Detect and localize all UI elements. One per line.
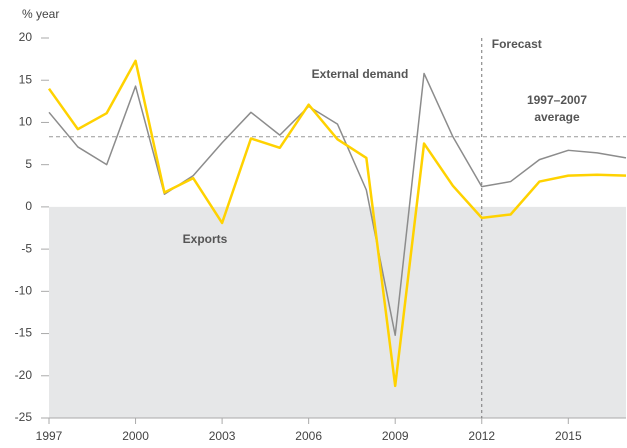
y-tick-label: -5: [21, 241, 32, 255]
x-tick-label: 2009: [382, 429, 409, 443]
y-tick-label: 15: [19, 72, 33, 86]
y-tick-label: 20: [19, 30, 33, 44]
y-tick-label: -25: [15, 410, 33, 424]
y-tick-label: 5: [25, 157, 32, 171]
y-tick-label: -10: [15, 284, 33, 298]
y-axis-label: % year: [22, 7, 59, 21]
forecast-label: Forecast: [492, 37, 542, 51]
series-line: [48, 72, 627, 336]
average-label: average: [534, 110, 580, 124]
x-tick-label: 1997: [36, 429, 63, 443]
series-label: External demand: [312, 67, 409, 81]
x-tick-label: 2000: [122, 429, 149, 443]
x-tick-label: 2012: [468, 429, 495, 443]
x-tick-label: 2015: [555, 429, 582, 443]
negative-area: [49, 206, 626, 418]
y-tick-label: 10: [19, 115, 33, 129]
y-tick-label: -20: [15, 368, 33, 382]
series-line: [47, 59, 627, 388]
y-tick-label: -15: [15, 326, 33, 340]
series-label: Exports: [183, 232, 228, 246]
average-label: 1997–2007: [527, 93, 587, 107]
y-tick-label: 0: [25, 199, 32, 213]
x-tick-label: 2003: [209, 429, 236, 443]
x-tick-label: 2006: [295, 429, 322, 443]
